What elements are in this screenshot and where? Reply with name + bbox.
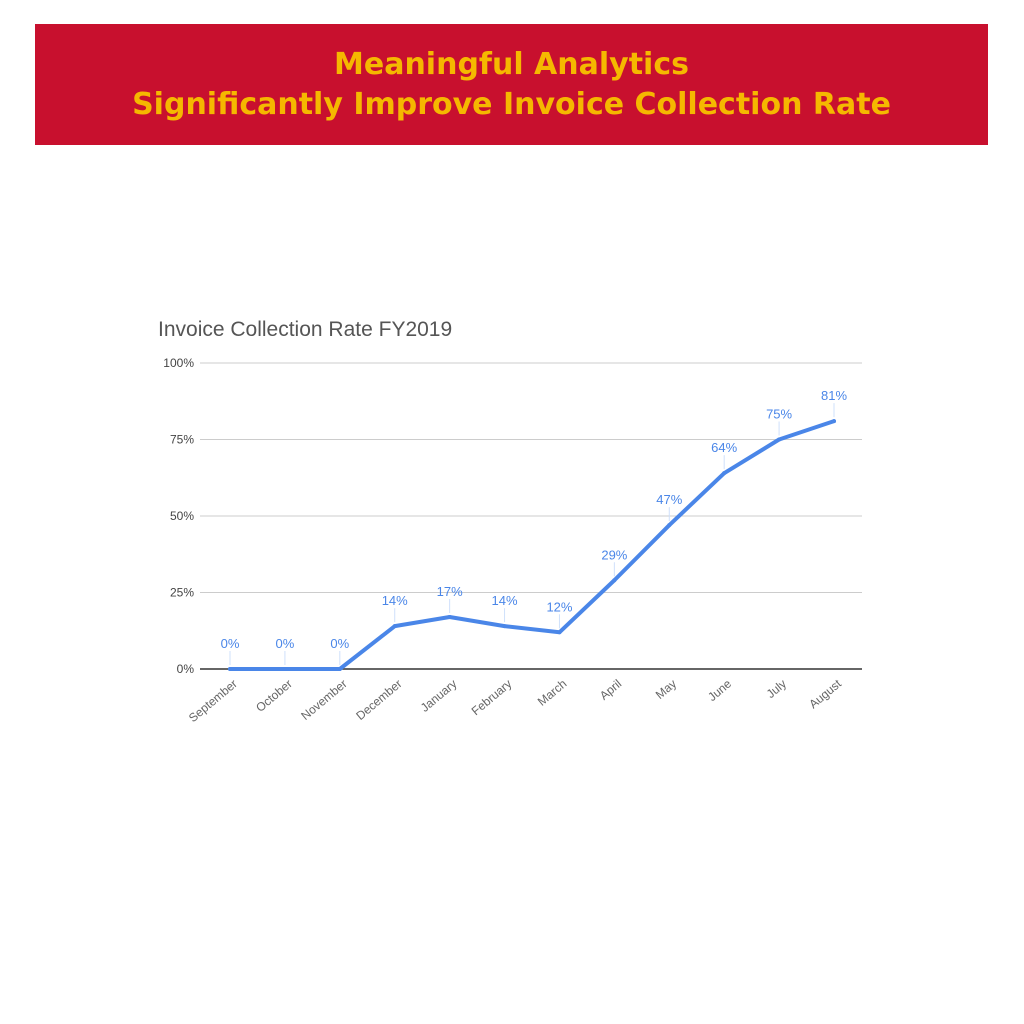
data-label: 0% — [221, 636, 240, 651]
x-tick-label: May — [653, 677, 679, 702]
y-tick-label: 100% — [163, 356, 194, 370]
x-tick-label: August — [806, 676, 844, 711]
series-layer — [228, 419, 836, 671]
data-label: 14% — [382, 593, 408, 608]
data-labels: 0% 0% 0% 14% 17% 14% 12% 29% 47% 64% 75% 81% — [221, 388, 847, 665]
y-tick-label: 0% — [177, 662, 195, 676]
chart-title: Invoice Collection Rate FY2019 — [158, 318, 452, 341]
x-tick-label: December — [353, 677, 404, 723]
x-tick-label: November — [298, 677, 349, 723]
data-label: 14% — [492, 593, 518, 608]
data-point — [502, 624, 507, 629]
data-label: 0% — [276, 636, 295, 651]
x-tick-label: March — [535, 677, 570, 709]
header-banner: Meaningful Analytics Significantly Impro… — [35, 24, 988, 145]
header-title-line-2: Significantly Improve Invoice Collection… — [132, 86, 891, 122]
data-point — [667, 523, 672, 528]
y-axis-ticks: 0% 25% 50% 75% 100% — [163, 356, 194, 676]
data-label: 29% — [601, 547, 627, 562]
x-tick-label: April — [597, 677, 624, 703]
data-point — [447, 614, 452, 619]
gridlines — [200, 362, 862, 670]
data-point — [832, 419, 836, 424]
y-tick-label: 25% — [170, 586, 194, 600]
x-tick-label: September — [186, 677, 240, 725]
data-point — [337, 667, 342, 671]
header-title-line-1: Meaningful Analytics — [334, 46, 689, 82]
y-tick-label: 75% — [170, 433, 194, 447]
data-label: 75% — [766, 407, 792, 422]
x-tick-label: October — [253, 677, 295, 715]
x-tick-label: February — [469, 677, 515, 719]
data-label: 17% — [437, 584, 463, 599]
data-label: 47% — [656, 492, 682, 507]
data-point — [557, 630, 562, 635]
data-point — [612, 578, 617, 583]
y-tick-label: 50% — [170, 509, 194, 523]
series-line — [228, 419, 836, 671]
data-point — [777, 437, 782, 442]
x-tick-label: January — [418, 677, 460, 715]
data-point — [722, 471, 727, 476]
x-tick-label: June — [705, 676, 734, 704]
data-label: 64% — [711, 440, 737, 455]
data-label: 12% — [546, 599, 572, 614]
data-label: 81% — [821, 388, 847, 403]
x-axis-ticks: September October November December January F… — [186, 676, 844, 725]
x-tick-label: July — [764, 677, 789, 701]
data-label: 0% — [330, 636, 349, 651]
data-point — [228, 667, 232, 671]
data-point — [282, 667, 287, 671]
data-point — [392, 624, 397, 629]
